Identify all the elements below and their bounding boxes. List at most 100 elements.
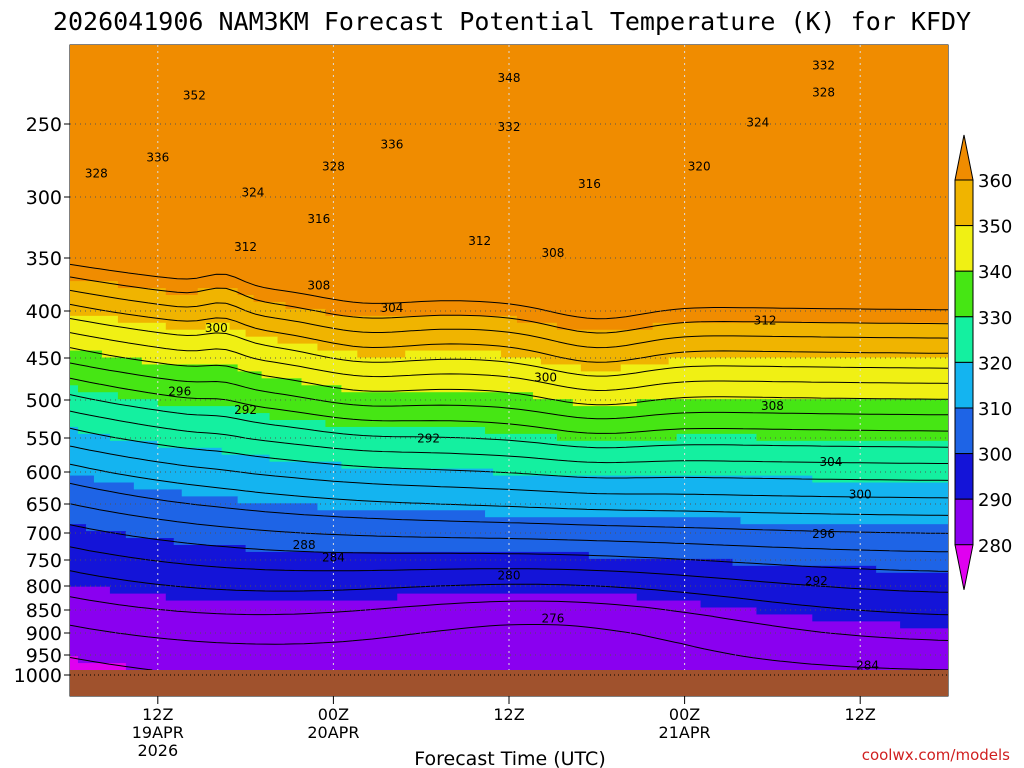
temperature-cell	[580, 364, 622, 372]
temperature-cell	[117, 281, 948, 289]
contour-296	[70, 546, 948, 593]
colorbar-label: 290	[978, 490, 1012, 511]
temperature-cell	[812, 614, 948, 622]
temperature-cell	[141, 357, 542, 366]
colorbar-label: 360	[978, 171, 1012, 192]
y-tick-label: 750	[26, 550, 62, 572]
temperature-cell	[109, 586, 948, 595]
contour-label: 328	[85, 167, 108, 181]
contour-label: 284	[322, 550, 345, 564]
temperature-cell	[317, 343, 948, 352]
y-tick-label: 900	[26, 623, 62, 645]
contour-label: 332	[812, 59, 835, 73]
temperature-cell	[70, 86, 948, 95]
temperature-cell	[636, 593, 948, 602]
colorbar-box	[954, 270, 974, 318]
contour-label: 288	[293, 538, 316, 552]
contour-label: 324	[746, 115, 769, 129]
temperature-cell	[756, 433, 948, 442]
temperature-cell	[70, 45, 948, 53]
temperature-cell	[70, 232, 948, 241]
temperature-cell	[133, 482, 948, 491]
temperature-cell	[70, 468, 494, 477]
y-tick-label: 800	[26, 576, 62, 598]
credit-text: coolwx.com/models	[862, 746, 1010, 764]
y-tick-label: 500	[26, 390, 62, 412]
contour-label: 280	[498, 569, 521, 583]
temperature-cell	[70, 510, 486, 518]
contour-labels: 352 348 332 328 324 336 336 332 328 328 320 324 316 3…	[85, 59, 879, 673]
temperature-cell	[157, 399, 574, 407]
contour-label: 300	[534, 370, 557, 384]
x-tick-label: 12Z	[845, 705, 876, 724]
y-axis: 2503003504004505005506006507007508008509…	[14, 114, 70, 687]
temperature-cell	[117, 392, 534, 400]
temperature-cell	[70, 545, 247, 553]
temperature-cell	[70, 607, 758, 616]
contour-300	[70, 524, 948, 572]
temperature-cell	[70, 461, 342, 470]
contour-label: 304	[380, 301, 403, 315]
temperature-cell	[70, 288, 167, 296]
temperature-cell	[261, 371, 948, 379]
y-tick-label: 950	[26, 645, 62, 667]
x-axis-label: Forecast Time (UTC)	[414, 748, 605, 768]
temperature-cell	[70, 121, 948, 129]
temperature-cell	[101, 350, 358, 359]
colorbar-box	[954, 498, 974, 546]
temperature-cell	[70, 593, 167, 602]
temperature-cell	[173, 538, 948, 546]
temperature-cell	[70, 142, 948, 150]
temperature-cell	[70, 663, 127, 670]
temperature-cell	[325, 308, 948, 317]
temperature-cell	[397, 593, 638, 602]
contour-332	[70, 377, 948, 434]
temperature-cell	[70, 524, 87, 532]
contour-288	[70, 596, 948, 641]
contour-label: 296	[168, 385, 191, 399]
temperature-cell	[876, 565, 948, 574]
temperature-cell	[501, 350, 948, 359]
temperature-cell	[70, 58, 948, 67]
contour-356	[70, 289, 948, 349]
temperature-cell	[253, 295, 948, 303]
temperature-cell	[70, 614, 813, 622]
temperature-cell	[70, 176, 948, 185]
colorbar: 280 290 300 310 320 330 340 350 360	[954, 134, 1012, 590]
temperature-cell	[70, 281, 119, 289]
temperature-cell	[70, 378, 303, 386]
temperature-cell	[70, 517, 742, 525]
temperature-cell	[532, 392, 948, 400]
temperature-cell	[70, 260, 948, 268]
temperature-cell	[221, 447, 948, 456]
temperature-cell	[165, 322, 207, 331]
contour-340	[70, 347, 948, 406]
contour-label: 308	[307, 279, 330, 293]
temperature-cell	[70, 218, 948, 227]
colorbar-label: 280	[978, 536, 1012, 557]
contour-360	[70, 276, 948, 334]
temperature-cell	[70, 579, 948, 588]
temperature-cell	[668, 357, 948, 366]
temperature-cell	[572, 399, 638, 407]
chart-title: 2026041906 NAM3KM Forecast Potential Tem…	[53, 7, 971, 36]
contour-336	[70, 362, 948, 420]
temperature-cell	[165, 288, 199, 296]
temperature-cell	[70, 503, 319, 511]
temperature-cell	[70, 496, 239, 504]
temperature-cell	[237, 364, 582, 372]
y-tick-label: 700	[26, 523, 62, 545]
contour-label: 328	[322, 159, 345, 173]
contour-352	[70, 303, 948, 363]
temperature-cell	[70, 440, 159, 449]
temperature-cell	[70, 170, 948, 178]
temperature-cell	[70, 475, 95, 484]
y-tick-label: 400	[26, 301, 62, 323]
x-tick-date: 21APR	[659, 723, 711, 742]
temperature-cell	[269, 413, 948, 421]
temperature-cell	[70, 420, 327, 428]
temperature-cell	[70, 447, 223, 456]
ground-surface	[70, 670, 948, 696]
contour-label: 324	[241, 186, 264, 200]
temperature-cell	[636, 399, 948, 407]
